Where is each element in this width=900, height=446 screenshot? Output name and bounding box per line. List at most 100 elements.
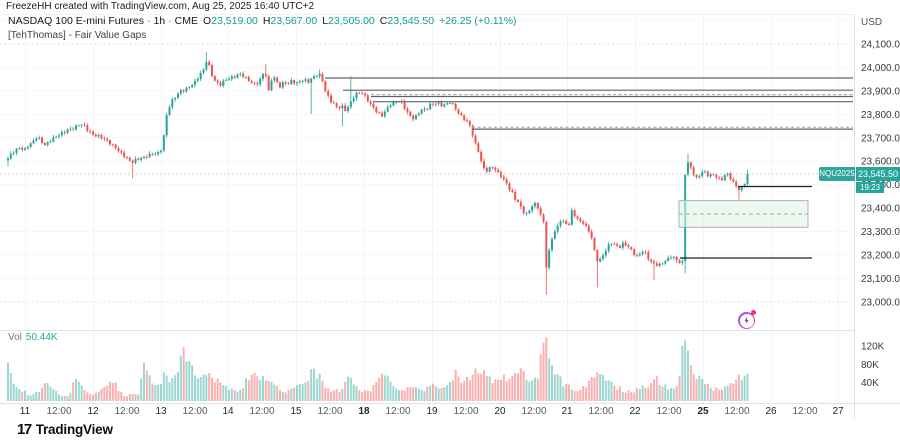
spark-button[interactable] [738, 310, 756, 329]
volume-bar [270, 381, 273, 401]
time-axis-label[interactable]: 27 [832, 406, 844, 417]
volume-bar [630, 392, 633, 401]
candle-body [372, 103, 375, 108]
time-axis-label[interactable]: 12:00 [724, 406, 749, 417]
time-axis-label[interactable]: 12:00 [317, 406, 342, 417]
volume-bar [315, 378, 318, 401]
candle-body [335, 103, 338, 107]
volume-bar [681, 345, 684, 401]
symbol-legend-row[interactable]: NASDAQ 100 E-mini Futures · 1h · CME O23,519.… [8, 15, 517, 27]
volume-bar [23, 390, 26, 401]
candle-body [341, 105, 344, 109]
time-axis-label[interactable]: 25 [697, 406, 709, 417]
price-axis-label[interactable]: 23,400.00 [861, 204, 900, 215]
price-axis-label[interactable]: 23,300.00 [861, 227, 900, 238]
tradingview-logo[interactable]: 17 TradingView [17, 421, 113, 438]
price-axis-label[interactable]: 24,100.00 [861, 40, 900, 51]
volume-bar [392, 386, 395, 401]
interval-label[interactable]: 1h [153, 15, 166, 27]
candle-body [103, 138, 106, 140]
time-axis-label[interactable]: 12:00 [114, 406, 139, 417]
time-axis-label[interactable]: 13 [155, 406, 167, 417]
price-axis-label[interactable]: 23,800.00 [861, 110, 900, 121]
volume-label: Vol [8, 332, 22, 343]
candle-body [669, 257, 672, 259]
volume-bar [295, 385, 298, 401]
volume-bar [120, 391, 123, 401]
time-axis-label[interactable]: 12:00 [46, 406, 71, 417]
volume-bar [142, 362, 145, 401]
volume-axis-label[interactable]: 80K [861, 360, 879, 371]
candle-body [582, 221, 585, 224]
price-axis-label[interactable]: 23,200.00 [861, 250, 900, 261]
volume-bar [383, 375, 386, 401]
candle-body [437, 102, 440, 104]
price-axis-label[interactable]: 23,000.00 [861, 297, 900, 308]
candle-body [332, 102, 335, 104]
volume-bar [556, 374, 559, 401]
volume-bar [52, 389, 55, 401]
candle-body [179, 90, 182, 94]
volume-bar [482, 370, 485, 401]
candle-body [208, 61, 211, 66]
volume-axis-label[interactable]: 120K [861, 342, 885, 353]
price-axis-label[interactable]: 23,700.00 [861, 133, 900, 144]
volume-axis-label[interactable]: 40K [861, 378, 879, 389]
volume-bar [511, 375, 514, 401]
lightning-icon [739, 313, 754, 328]
time-axis-label[interactable]: 12:00 [385, 406, 410, 417]
symbol-title[interactable]: NASDAQ 100 E-mini Futures [8, 15, 144, 27]
candle-body [310, 78, 313, 83]
time-axis-label[interactable]: 14 [222, 406, 234, 417]
candle-body [440, 102, 443, 107]
volume-legend-row[interactable]: Vol 50.44K [8, 332, 58, 343]
time-axis-label[interactable]: 12:00 [182, 406, 207, 417]
volume-bar [616, 389, 619, 401]
volume-bar [21, 391, 24, 401]
price-axis-label[interactable]: 23,900.00 [861, 86, 900, 97]
candle-body [474, 135, 477, 144]
volume-bar [278, 390, 281, 401]
time-axis-label[interactable]: 15 [290, 406, 302, 417]
candle-body [590, 231, 593, 238]
time-axis-label[interactable]: 22 [629, 406, 641, 417]
volume-bar [491, 383, 494, 401]
time-axis-label[interactable]: 19 [426, 406, 438, 417]
price-axis-label[interactable]: 23,600.00 [861, 157, 900, 168]
time-axis-label[interactable]: 12:00 [521, 406, 546, 417]
candle-body [174, 97, 177, 100]
candle-body [344, 105, 347, 111]
volume-bar [247, 380, 250, 401]
time-axis-label[interactable]: 20 [494, 406, 506, 417]
time-axis-label[interactable]: 12:00 [656, 406, 681, 417]
volume-bar [290, 388, 293, 401]
volume-bar [366, 390, 369, 401]
time-axis-label[interactable]: 12:00 [588, 406, 613, 417]
volume-bar [446, 385, 449, 401]
volume-bar [60, 396, 63, 401]
price-axis-label[interactable]: 24,000.00 [861, 63, 900, 74]
time-axis-label[interactable]: 12:00 [453, 406, 478, 417]
time-axis-label[interactable]: 18 [358, 406, 370, 417]
time-axis-label[interactable]: 12 [87, 406, 99, 417]
time-axis-label[interactable]: 11 [20, 406, 31, 417]
indicator-legend-row[interactable]: [TehThomas] - Fair Value Gaps [8, 30, 147, 41]
volume-bar [553, 374, 556, 401]
volume-bar [208, 373, 211, 401]
volume-bar [576, 391, 579, 401]
candle-body [267, 75, 270, 91]
volume-bar [542, 342, 545, 401]
time-axis-label[interactable]: 12:00 [249, 406, 274, 417]
time-axis-label[interactable]: 12:00 [792, 406, 817, 417]
volume-bar [548, 358, 551, 401]
price-axis-label[interactable]: 23,100.00 [861, 274, 900, 285]
volume-bar [378, 377, 381, 401]
time-axis-label[interactable]: 21 [561, 406, 573, 417]
candle-body [652, 261, 655, 264]
volume-bar [372, 385, 375, 401]
candle-body [35, 138, 38, 141]
time-axis-label[interactable]: 26 [765, 406, 777, 417]
candle-body [287, 83, 290, 85]
